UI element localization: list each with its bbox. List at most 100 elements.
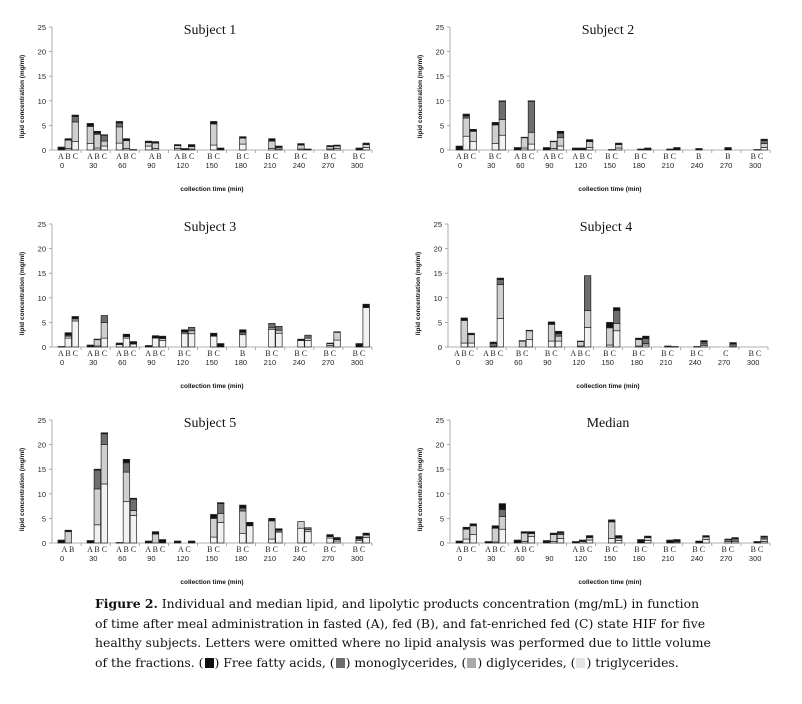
bar-B — [753, 149, 761, 151]
bar-segment-free-fatty-acids — [520, 531, 529, 534]
bar-segment-free-fatty-acids — [462, 526, 470, 530]
group-letters: A B C — [454, 349, 474, 358]
bar-B — [491, 122, 499, 151]
bar-segment-monoglycerides — [239, 331, 247, 336]
chart-subject-2: Subject 2 0 5 10 15 20 25 lipid concentration (… — [417, 23, 771, 193]
x-tick-label: 240 — [293, 161, 306, 170]
group-letters: B — [240, 349, 245, 358]
bar-segment-diglycerides — [469, 525, 477, 535]
chart-title: Subject 3 — [184, 220, 237, 235]
bar-segment-free-fatty-acids — [326, 342, 334, 345]
x-tick-label: 90 — [147, 358, 155, 367]
bar-segment-free-fatty-acids — [637, 148, 645, 151]
bar-segment-diglycerides — [615, 537, 623, 541]
y-tick-label: 5 — [440, 514, 444, 523]
bar-segment-monoglycerides — [129, 498, 138, 511]
bar-segment-triglycerides — [100, 337, 108, 348]
bar-segment-free-fatty-acids — [174, 144, 182, 146]
bar-segment-free-fatty-acids — [129, 497, 138, 500]
bar-segment-free-fatty-acids — [760, 535, 768, 538]
group-letters: A B — [62, 545, 75, 554]
bar-segment-free-fatty-acids — [210, 332, 218, 337]
group-letters: B C — [661, 349, 674, 358]
bar-C — [188, 326, 196, 348]
bar-segment-triglycerides — [275, 332, 283, 348]
x-tick-label: 150 — [603, 161, 616, 170]
bar-segment-diglycerides — [518, 340, 527, 348]
x-tick-label: 120 — [176, 358, 189, 367]
y-tick-label: 5 — [440, 121, 444, 130]
y-tick-label: 20 — [436, 48, 444, 57]
bar-segment-free-fatty-acids — [498, 503, 506, 510]
bar-A — [86, 123, 94, 151]
y-tick-label: 20 — [434, 245, 442, 254]
bar-segment-diglycerides — [362, 534, 370, 538]
bar-B — [268, 518, 276, 544]
bar-segment-triglycerides — [268, 328, 276, 348]
bar-segment-triglycerides — [496, 318, 504, 348]
bar-segment-diglycerides — [556, 137, 565, 147]
y-tick-label: 0 — [440, 539, 444, 548]
bar-C — [527, 100, 536, 151]
y-axis-label: lipid concentration (mg/ml) — [19, 448, 26, 531]
bar-segment-free-fatty-acids — [608, 149, 616, 151]
bar-B — [239, 504, 247, 544]
bar-segment-monoglycerides — [584, 275, 592, 311]
bar-C — [496, 277, 504, 348]
x-tick-label: 270 — [718, 358, 731, 367]
bar-C — [129, 497, 138, 544]
x-tick-label: 60 — [514, 358, 522, 367]
group-letters: B C — [323, 545, 336, 554]
bar-segment-free-fatty-acids — [158, 335, 167, 339]
bar-segment-diglycerides — [188, 146, 196, 150]
group-letters: A B C — [116, 349, 136, 358]
bar-segment-free-fatty-acids — [151, 141, 160, 144]
bar-C — [275, 145, 283, 151]
group-letters: B C — [516, 349, 529, 358]
bar-segment-diglycerides — [362, 144, 370, 148]
bar-segment-diglycerides — [151, 533, 160, 544]
group-letters: A B C — [570, 349, 590, 358]
group-letters: A B C — [456, 545, 476, 554]
bar-B — [724, 538, 732, 544]
y-tick-label: 0 — [438, 343, 442, 352]
bar-B — [297, 521, 305, 544]
group-letters: B C — [605, 545, 618, 554]
group-letters: A B C — [58, 349, 78, 358]
bar-segment-diglycerides — [644, 537, 652, 541]
bar-segment-free-fatty-acids — [326, 145, 334, 147]
bar-segment-free-fatty-acids — [64, 138, 72, 141]
chart-title: Subject 1 — [184, 23, 237, 38]
bar-segment-diglycerides — [297, 144, 305, 150]
bar-C — [760, 535, 768, 544]
bar-segment-triglycerides — [181, 333, 189, 348]
group-letters: B C — [751, 152, 764, 161]
bar-segment-monoglycerides — [496, 279, 504, 285]
bar-segment-monoglycerides — [188, 326, 196, 332]
x-tick-label: 180 — [235, 358, 248, 367]
x-tick-label: 150 — [205, 554, 218, 563]
x-tick-label: 240 — [689, 358, 702, 367]
bar-segment-free-fatty-acids — [693, 346, 701, 348]
group-letters: A B C — [174, 152, 194, 161]
bar-segment-diglycerides — [297, 521, 305, 529]
group-letters: B C — [663, 545, 676, 554]
bar-B — [635, 337, 643, 348]
group-letters: A B C — [116, 152, 136, 161]
bar-segment-free-fatty-acids — [489, 341, 497, 344]
bar-segment-diglycerides — [275, 329, 283, 334]
group-letters: B C — [323, 349, 336, 358]
bar-segment-diglycerides — [333, 145, 341, 149]
group-letters: A B C — [543, 152, 563, 161]
x-tick-label: 120 — [572, 358, 585, 367]
group-letters: A B — [149, 152, 162, 161]
bar-segment-triglycerides — [93, 524, 101, 544]
bar-segment-triglycerides — [467, 342, 475, 348]
bar-segment-triglycerides — [100, 483, 108, 544]
bar-segment-diglycerides — [491, 527, 499, 543]
bar-segment-free-fatty-acids — [577, 340, 585, 343]
group-letters: B C — [605, 152, 618, 161]
bar-segment-free-fatty-acids — [462, 113, 470, 117]
bar-B — [664, 345, 672, 348]
